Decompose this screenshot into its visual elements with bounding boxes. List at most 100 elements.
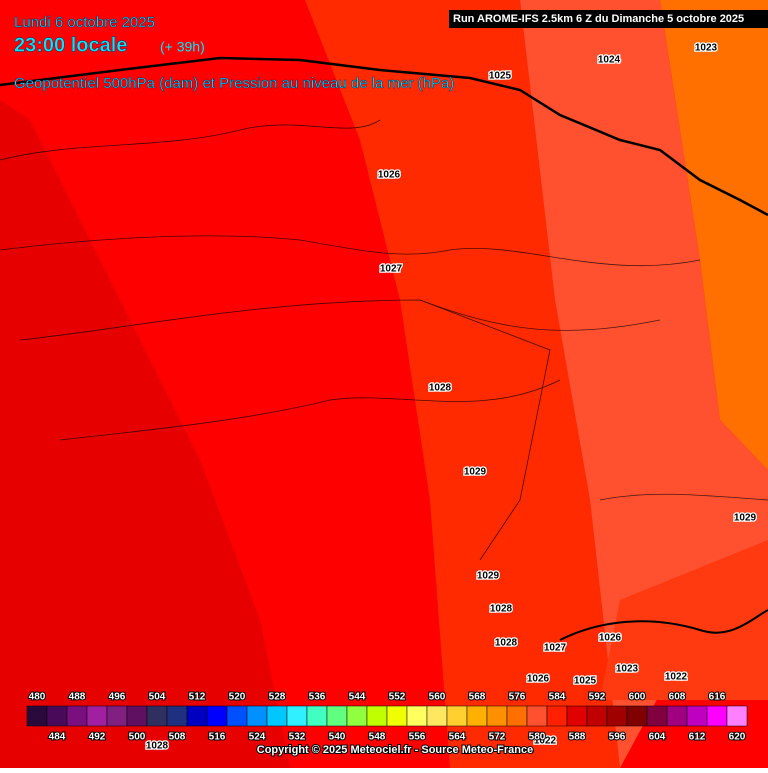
scale-label: 548	[369, 732, 386, 743]
scale-swatch	[326, 705, 348, 727]
field-band	[600, 540, 768, 700]
isobar-label: 1028	[429, 383, 452, 394]
scale-swatch	[566, 705, 588, 727]
scale-label: 508	[169, 732, 186, 743]
scale-swatch	[226, 705, 248, 727]
scale-swatch	[26, 705, 48, 727]
scale-label: 516	[209, 732, 226, 743]
isobar-label: 1023	[695, 43, 718, 54]
isobar-label: 1028	[490, 604, 513, 615]
scale-swatch	[286, 705, 308, 727]
isobar-label: 1027	[544, 643, 567, 654]
scale-swatch	[406, 705, 428, 727]
isobar-label: 1026	[378, 170, 401, 181]
scale-swatch	[86, 705, 108, 727]
isobar-label: 1023	[616, 664, 639, 675]
scale-label: 488	[69, 692, 86, 703]
scale-label: 484	[49, 732, 66, 743]
scale-swatch	[206, 705, 228, 727]
isobar-label: 1028	[146, 741, 169, 752]
scale-label: 588	[569, 732, 586, 743]
scale-swatch	[306, 705, 328, 727]
scale-label: 540	[329, 732, 346, 743]
scale-swatch	[446, 705, 468, 727]
scale-label: 496	[109, 692, 126, 703]
borders	[0, 119, 768, 561]
scale-swatch	[606, 705, 628, 727]
scale-swatch	[66, 705, 88, 727]
scale-label: 532	[289, 732, 306, 743]
scale-label: 600	[629, 692, 646, 703]
scale-swatch	[186, 705, 208, 727]
lead-time: (+ 39h)	[160, 39, 205, 55]
scale-label: 504	[149, 692, 166, 703]
coastline	[559, 609, 768, 641]
scale-label: 616	[709, 692, 726, 703]
isobar-label: 1025	[489, 71, 512, 82]
field-band	[305, 0, 620, 768]
isobar-label: 1024	[598, 55, 621, 66]
scale-label: 612	[689, 732, 706, 743]
scale-swatch	[526, 705, 548, 727]
scale-label: 552	[389, 692, 406, 703]
field-band	[660, 0, 768, 470]
scale-label: 500	[129, 732, 146, 743]
scale-label: 556	[409, 732, 426, 743]
scale-label: 512	[189, 692, 206, 703]
date: Lundi 6 octobre 2025	[14, 14, 155, 31]
scale-swatch	[686, 705, 708, 727]
scale-swatch	[106, 705, 128, 727]
scale-label: 536	[309, 692, 326, 703]
scale-swatch	[166, 705, 188, 727]
isobar-label: 1028	[495, 638, 518, 649]
coastline	[0, 56, 768, 217]
scale-label: 544	[349, 692, 366, 703]
scale-label: 596	[609, 732, 626, 743]
scale-label: 524	[249, 732, 266, 743]
isobar-label: 1026	[527, 674, 550, 685]
isobar-label: 1029	[734, 513, 757, 524]
scale-label: 576	[509, 692, 526, 703]
scale-label: 604	[649, 732, 666, 743]
scale-swatch	[366, 705, 388, 727]
scale-label: 528	[269, 692, 286, 703]
scale-swatch	[386, 705, 408, 727]
field-band	[0, 100, 290, 768]
scale-swatch	[586, 705, 608, 727]
scale-label: 584	[549, 692, 566, 703]
scale-label: 564	[449, 732, 466, 743]
scale-swatch	[426, 705, 448, 727]
scale-swatch	[546, 705, 568, 727]
copyright: Copyright © 2025 Meteociel.fr - Source M…	[257, 744, 533, 756]
scale-swatch	[126, 705, 148, 727]
run-info: Run AROME-IFS 2.5km 6 Z du Dimanche 5 oc…	[453, 13, 744, 25]
scale-swatch	[246, 705, 268, 727]
isobar-label: 1027	[380, 264, 403, 275]
scale-label: 580	[529, 732, 546, 743]
scale-swatch	[266, 705, 288, 727]
scale-label: 480	[29, 692, 46, 703]
scale-swatch	[486, 705, 508, 727]
scale-swatch	[646, 705, 668, 727]
scale-swatch	[506, 705, 528, 727]
scale-label: 620	[729, 732, 746, 743]
scale-swatch	[466, 705, 488, 727]
scale-label: 608	[669, 692, 686, 703]
scale-label: 592	[589, 692, 606, 703]
scale-label: 568	[469, 692, 486, 703]
scale-swatch	[46, 705, 68, 727]
scale-label: 572	[489, 732, 506, 743]
scale-swatch	[706, 705, 728, 727]
isobar-label: 1029	[464, 467, 487, 478]
isobar-label: 1025	[574, 676, 597, 687]
scale-swatch	[666, 705, 688, 727]
isobar-label: 1022	[665, 672, 688, 683]
scale-label: 560	[429, 692, 446, 703]
scale-swatch	[146, 705, 168, 727]
isobar-label: 1029	[477, 571, 500, 582]
run-box	[449, 10, 768, 28]
local-time: 23:00 locale	[14, 34, 127, 56]
scale-label: 520	[229, 692, 246, 703]
scale-swatch	[626, 705, 648, 727]
